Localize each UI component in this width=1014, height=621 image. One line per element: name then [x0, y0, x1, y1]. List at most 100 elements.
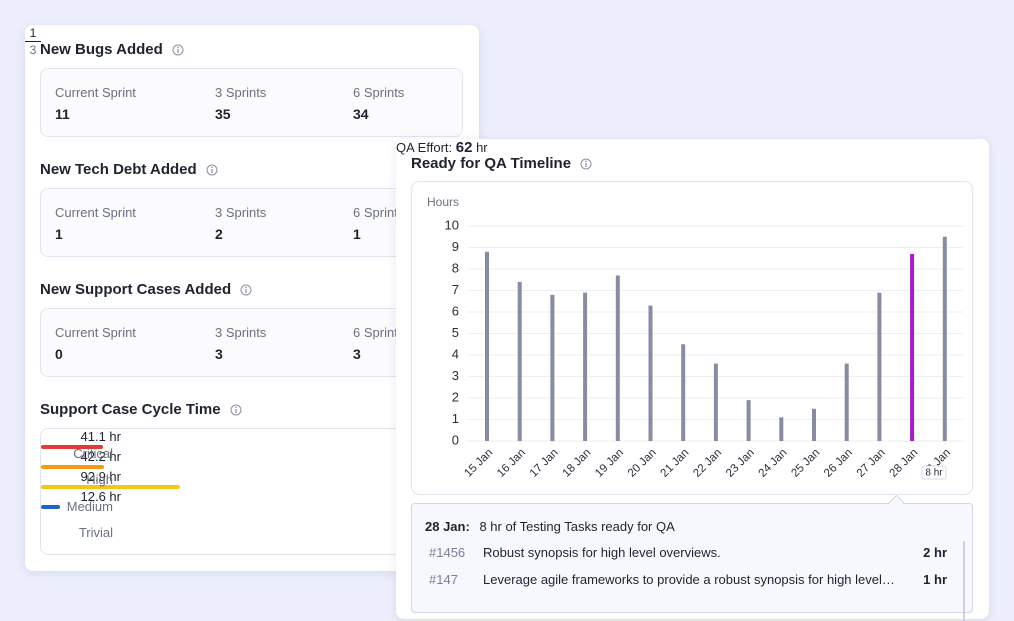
stat-label: 3 Sprints — [215, 85, 267, 100]
bar — [746, 400, 751, 441]
icon-dot — [245, 286, 247, 289]
icon-ring — [172, 44, 184, 56]
stat-value: 1 — [55, 226, 63, 242]
info-icon[interactable] — [172, 44, 184, 56]
cycle-value: 92.9 hr — [80, 469, 121, 484]
bar — [615, 275, 620, 441]
cycle-label: High — [86, 472, 113, 488]
stat-value: 0 — [55, 346, 63, 362]
cycle-box: Critical 41.1 hr High 42.2 hr Medium 92.9 hr T… — [40, 428, 463, 555]
info-icon[interactable] — [230, 404, 242, 416]
bar — [844, 363, 849, 441]
stat-box: Current Sprint 1 3 Sprints 2 6 Sprints 1 — [40, 188, 463, 257]
y-tick-label: 3 — [452, 368, 459, 383]
bar — [910, 253, 915, 441]
scrollbar — [963, 541, 965, 621]
bar — [550, 294, 555, 441]
detail-panel: 28 Jan: 8 hr of Testing Tasks ready for … — [411, 503, 973, 621]
stat-value: 35 — [215, 106, 231, 122]
bar — [812, 408, 816, 441]
stat-value: 3 — [353, 346, 361, 362]
tab[interactable]: 3 — [29, 43, 37, 57]
stat-label: 3 Sprints — [215, 205, 267, 220]
task-hours: 2 hr — [923, 545, 947, 560]
stat-value: 34 — [353, 106, 369, 122]
y-tick-label: 10 — [445, 217, 459, 232]
bar — [648, 305, 653, 441]
cycle-bar — [41, 445, 103, 449]
y-tick-label: 5 — [452, 325, 459, 340]
task-text: Robust synopsis for high level overviews… — [483, 545, 721, 560]
stat-label: Current Sprint — [55, 85, 136, 100]
cycle-bar — [41, 465, 105, 469]
cycle-value: 42.2 hr — [80, 449, 121, 464]
cycle-value: 12.6 hr — [80, 489, 121, 504]
cycle-bar — [41, 505, 60, 509]
cycle-label: Trivial — [78, 524, 113, 540]
y-tick-label: 9 — [452, 239, 459, 254]
bar — [681, 344, 686, 441]
bar — [942, 236, 947, 441]
stat-value: 3 — [215, 346, 223, 362]
info-icon[interactable] — [580, 158, 592, 170]
task-id[interactable]: #147 — [429, 572, 458, 587]
bar — [713, 363, 718, 441]
task-hours: 1 hr — [923, 572, 947, 587]
cycle-label: Medium — [66, 498, 113, 514]
icon-ring — [230, 404, 242, 416]
task-text: Leverage agile frameworks to provide a r… — [483, 572, 895, 587]
qa-effort: QA Effort: 62 hr — [396, 139, 989, 157]
info-icon[interactable] — [206, 164, 218, 176]
stat-label: 6 Sprints — [353, 325, 405, 340]
stat-value: 1 — [353, 226, 361, 242]
bar — [583, 292, 588, 441]
section-title: New Tech Debt Added — [40, 161, 197, 178]
detail-date: 28 Jan: — [425, 519, 470, 534]
stat-label: 6 Sprints — [353, 85, 405, 100]
icon-dot — [234, 406, 237, 409]
stat-box: Current Sprint 0 3 Sprints 3 6 Sprints 3 — [40, 308, 463, 377]
bar — [779, 417, 784, 441]
icon-ring — [240, 284, 252, 296]
section-title: New Support Cases Added — [40, 281, 232, 298]
y-tick-label: 6 — [452, 303, 459, 318]
page: New Bugs Added Current Sprint 11 3 Sprints 3… — [25, 25, 989, 621]
section-title: New Bugs Added — [40, 41, 163, 58]
tooltip-text: 8 hr — [925, 468, 943, 479]
task-id[interactable]: #1456 — [429, 545, 466, 560]
timeline-title: Ready for QA Timeline — [411, 155, 572, 172]
icon-dot — [585, 160, 587, 163]
y-axis-label: Hours — [427, 195, 459, 209]
effort-label: QA Effort: — [396, 140, 453, 155]
stat-label: Current Sprint — [55, 205, 136, 220]
section-title: Support Case Cycle Time — [40, 401, 221, 418]
cycle-value: 41.1 hr — [80, 429, 121, 444]
y-tick-label: 8 — [452, 260, 459, 275]
stat-value: 11 — [55, 106, 70, 122]
effort-value: 62 — [455, 139, 473, 156]
cycle-bar — [41, 485, 181, 489]
y-tick-label: 7 — [452, 282, 459, 297]
stat-label: Current Sprint — [55, 325, 136, 340]
y-tick-label: 2 — [452, 389, 459, 404]
icon-dot — [176, 46, 179, 49]
y-tick-label: 1 — [452, 411, 459, 426]
bar — [485, 251, 489, 441]
cycle-label: Critical — [73, 446, 113, 461]
tooltip: 8 hr — [921, 465, 947, 480]
y-tick-label: 0 — [452, 432, 459, 447]
bar — [517, 281, 522, 441]
effort-unit: hr — [476, 140, 488, 155]
detail-summary: 8 hr of Testing Tasks ready for QA — [479, 519, 675, 534]
detail-header: 28 Jan: 8 hr of Testing Tasks ready for … — [425, 518, 675, 536]
stat-label: 6 Sprints — [353, 205, 405, 220]
bar — [877, 292, 882, 441]
stat-box: Current Sprint 11 3 Sprints 35 6 Sprints 34 — [40, 68, 463, 137]
info-icon[interactable] — [240, 284, 252, 296]
tooltip-box — [921, 465, 947, 480]
tab[interactable]: 1 — [25, 25, 41, 42]
icon-ring — [580, 158, 592, 170]
stat-value: 2 — [215, 226, 223, 242]
chart-frame — [411, 181, 973, 495]
